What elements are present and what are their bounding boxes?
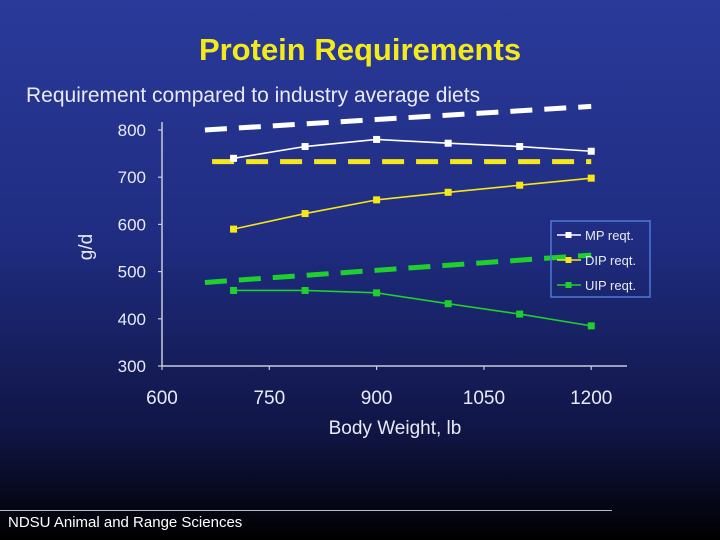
- uip-point-800: [301, 286, 309, 294]
- dip-point-1100: [516, 181, 524, 189]
- mp-point-900: [373, 135, 381, 143]
- mp-legend-label: MP reqt.: [585, 228, 634, 243]
- y-tick-label-700: 700: [118, 168, 146, 187]
- x-tick-label-900: 900: [361, 388, 393, 409]
- y-tick-label-800: 800: [118, 121, 146, 140]
- mp-industry-average-line: [204, 103, 592, 133]
- slide-footer: NDSU Animal and Range Sciences: [8, 514, 243, 531]
- uip-point-900: [373, 289, 381, 297]
- y-tick-label-400: 400: [118, 310, 146, 329]
- mp-point-700: [230, 154, 238, 162]
- dip-point-800: [301, 210, 309, 218]
- y-axis-label: g/d: [76, 234, 97, 260]
- uip-point-1200: [587, 322, 595, 330]
- mp-point-1000: [444, 139, 452, 147]
- x-axis-label: Body Weight, lb: [329, 418, 462, 439]
- industry-average-lines: [204, 103, 592, 285]
- uip-point-1000: [444, 300, 452, 308]
- footer-divider: [0, 510, 612, 511]
- chart-series: [230, 135, 595, 330]
- uip-series-line: [233, 289, 592, 327]
- mp-point-1200: [587, 147, 595, 155]
- uip-point-700: [230, 286, 238, 294]
- mp-point-1100: [516, 143, 524, 151]
- uip-legend-marker: [565, 282, 572, 288]
- dip-legend-marker: [565, 257, 572, 263]
- uip-industry-average-line: [204, 252, 592, 285]
- slide-subtitle: Requirement compared to industry average…: [26, 84, 481, 107]
- chart-legend: MP reqt. DIP reqt. UIP reqt.: [550, 220, 651, 298]
- dip-series-line: [233, 177, 592, 230]
- uip-legend-label: UIP reqt.: [585, 278, 636, 293]
- dip-point-1200: [587, 174, 595, 182]
- dip-legend-label: DIP reqt.: [585, 253, 636, 268]
- dip-point-900: [373, 196, 381, 204]
- slide-title: Protein Requirements: [198, 32, 522, 67]
- uip-point-1100: [516, 310, 524, 318]
- legend-box: [550, 220, 651, 298]
- y-tick-label-300: 300: [118, 357, 146, 376]
- mp-point-800: [301, 143, 309, 151]
- mp-series-line: [233, 138, 592, 160]
- x-tick-label-1200: 1200: [570, 388, 612, 409]
- x-tick-label-600: 600: [146, 388, 178, 409]
- x-tick-label-750: 750: [253, 388, 285, 409]
- dip-point-1000: [444, 188, 452, 196]
- y-tick-label-500: 500: [118, 263, 146, 282]
- dip-point-700: [230, 225, 238, 233]
- y-tick-label-600: 600: [118, 215, 146, 234]
- chart-axes: 300 400 500 600 700 800 600 750 900 1050 1200 Body …: [76, 121, 627, 439]
- x-tick-label-1050: 1050: [463, 388, 505, 409]
- mp-legend-marker: [565, 232, 572, 238]
